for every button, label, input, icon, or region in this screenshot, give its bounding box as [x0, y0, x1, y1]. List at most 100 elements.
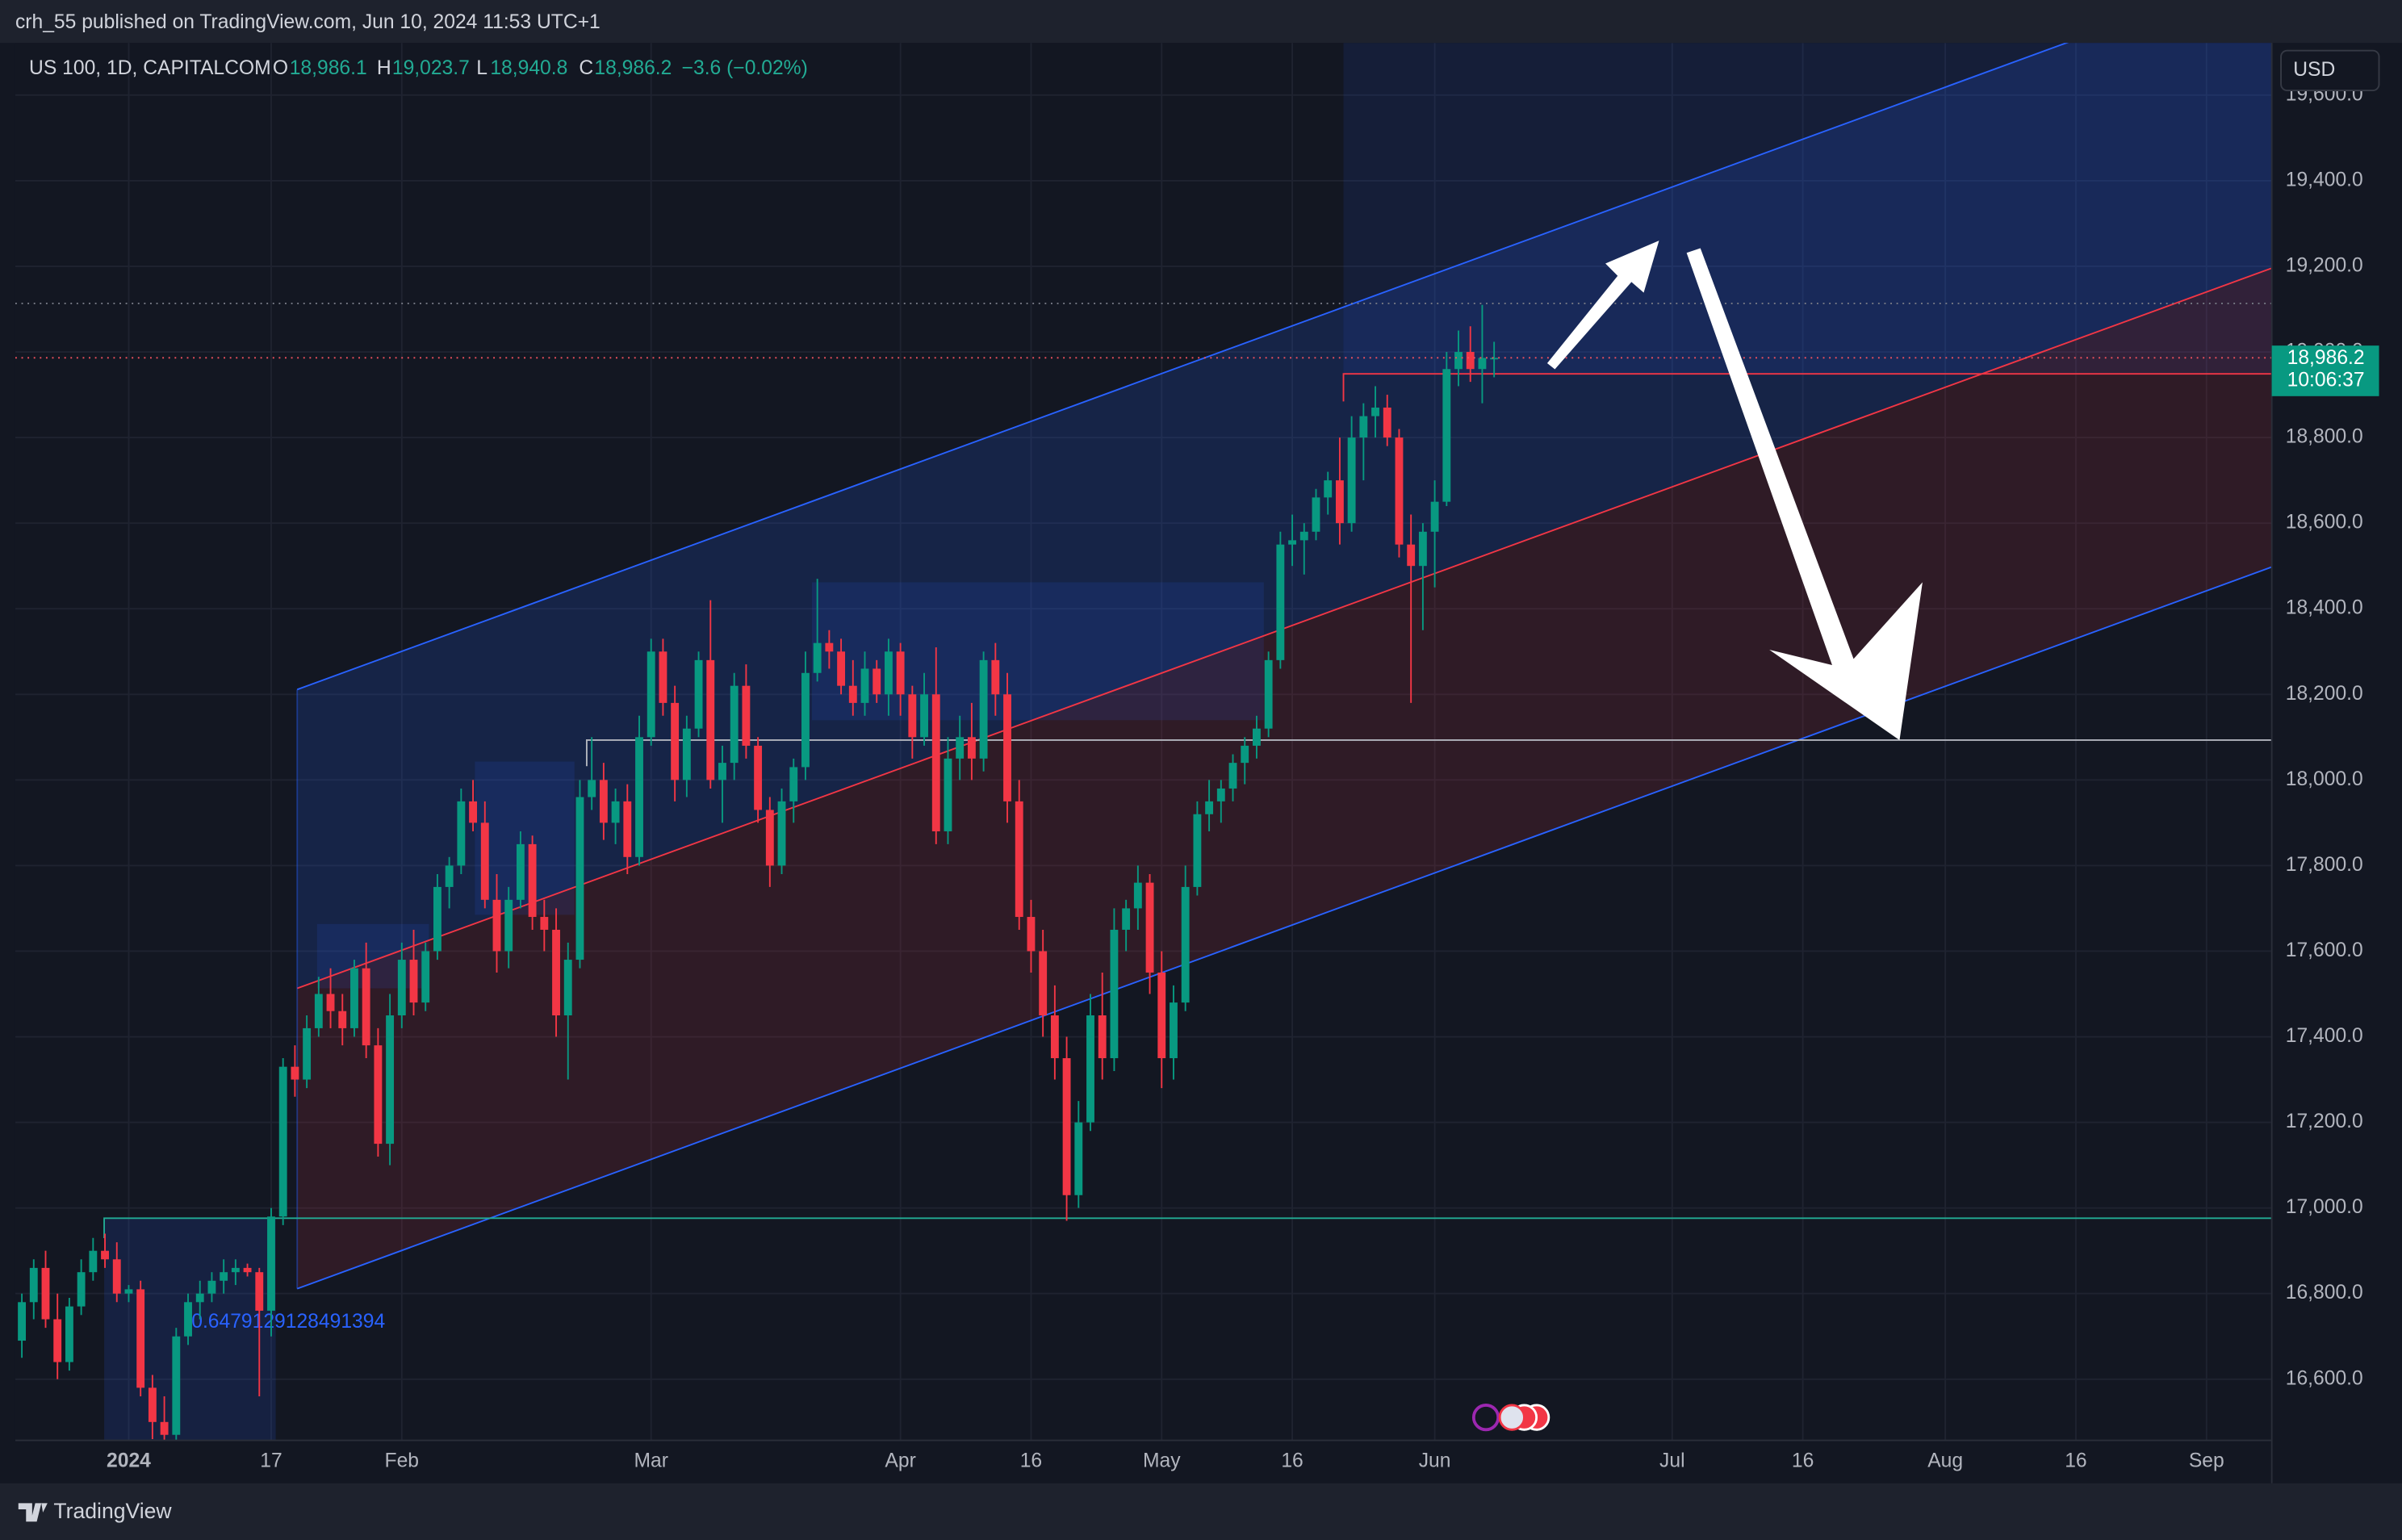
candle-body — [1122, 908, 1131, 930]
candle-body — [386, 1015, 395, 1145]
candle-body — [837, 651, 846, 686]
candle-body — [848, 685, 857, 703]
candle-body — [397, 960, 406, 1016]
ohlc-key: L — [476, 57, 488, 79]
candle-body — [445, 865, 454, 887]
candle-body — [1110, 929, 1119, 1059]
y-tick-label: 16,800.0 — [2286, 1282, 2363, 1304]
channel-mid-line — [296, 267, 2272, 990]
y-tick-label: 19,400.0 — [2286, 169, 2363, 190]
last-price-box — [2271, 345, 2379, 396]
candle-body — [884, 651, 893, 695]
brand: TradingView — [18, 1499, 172, 1523]
x-tick-label: May — [1143, 1450, 1181, 1472]
level-line — [1342, 373, 2272, 402]
candle-body — [1027, 917, 1036, 952]
candle-body — [504, 899, 513, 952]
candle-body — [362, 968, 370, 1046]
x-tick-label: Jun — [1419, 1450, 1451, 1472]
x-tick-label: Feb — [385, 1450, 419, 1472]
published-line: crh_55 published on TradingView.com, Jun… — [15, 11, 600, 33]
x-tick-label: 16 — [1792, 1450, 1814, 1472]
currency-box[interactable] — [2280, 49, 2380, 91]
candle-body — [1039, 951, 1048, 1016]
x-tick-label: 17 — [260, 1450, 282, 1472]
bottom-bar — [0, 1483, 2402, 1540]
candle-body — [635, 737, 643, 857]
candle-body — [873, 668, 881, 695]
candle-body — [350, 968, 358, 1028]
candle-body — [1347, 437, 1356, 524]
candle-body — [124, 1289, 133, 1294]
box — [811, 582, 1264, 721]
candle-body — [1430, 501, 1439, 532]
candle-body — [112, 1259, 121, 1294]
candle-body — [291, 1066, 299, 1080]
x-tick-label: 16 — [1281, 1450, 1303, 1472]
event-icons — [1471, 1404, 1550, 1432]
x-tick-label: Aug — [1927, 1450, 1963, 1472]
candle-body — [1145, 882, 1154, 973]
candle-body — [267, 1216, 275, 1311]
candle-body — [718, 763, 726, 780]
y-tick-label: 18,600.0 — [2286, 512, 2363, 534]
ohlc-value: 18,940.8 — [490, 57, 567, 79]
arrow-up — [1546, 241, 1659, 370]
candle-body — [1418, 531, 1427, 567]
candle-body — [1216, 788, 1225, 801]
currency[interactable]: USD — [2293, 59, 2335, 81]
target-line — [585, 739, 2272, 767]
candle-body — [243, 1267, 252, 1273]
arrow-down — [1686, 248, 1923, 740]
candle-body — [1454, 352, 1463, 370]
candle-body — [1205, 801, 1214, 814]
candle-body — [1478, 358, 1487, 370]
candle-body — [172, 1336, 181, 1435]
y-tick-label: 17,600.0 — [2286, 939, 2363, 961]
icon — [1498, 1404, 1525, 1431]
candle-body — [563, 960, 572, 1016]
candle-body — [1241, 745, 1249, 764]
candle-body — [1015, 801, 1023, 918]
candle-body — [825, 642, 834, 652]
candle-body — [148, 1387, 157, 1422]
candle-body — [492, 899, 501, 952]
currency-button[interactable]: USD — [2280, 49, 2380, 91]
y-tick-label: 18,200.0 — [2286, 683, 2363, 705]
candle-body — [1253, 728, 1261, 746]
y-tick-label: 17,800.0 — [2286, 854, 2363, 876]
candle-body — [480, 822, 489, 900]
candle-body — [409, 960, 418, 1003]
drawings: 0.6479129128491394 — [15, 43, 2272, 1441]
candle-body — [41, 1267, 50, 1320]
target-zone — [1343, 43, 2272, 375]
candle-body — [908, 694, 917, 738]
logo — [18, 1503, 48, 1522]
ohlc-key: C — [579, 57, 593, 79]
candle-body — [195, 1293, 204, 1303]
candle-body — [65, 1306, 73, 1362]
candle-body — [1193, 814, 1202, 887]
candle-body — [469, 801, 477, 823]
candle-body — [671, 702, 680, 780]
candle-body — [813, 642, 822, 673]
candle-body — [706, 659, 715, 780]
candle-body — [326, 994, 335, 1011]
x-tick-label: 16 — [1020, 1450, 1042, 1472]
y-tick-label: 17,200.0 — [2286, 1111, 2363, 1132]
candle-body — [1335, 480, 1344, 524]
candle-body — [160, 1421, 169, 1435]
candle-body — [647, 651, 655, 738]
candle-body — [1490, 358, 1499, 360]
candle-body — [303, 1027, 312, 1080]
candle-body — [231, 1267, 240, 1273]
x-tick-label: 16 — [2065, 1450, 2086, 1472]
candle-body — [801, 672, 810, 768]
candle-body — [552, 929, 560, 1016]
candle-body — [1312, 497, 1320, 532]
brand-name: TradingView — [53, 1499, 172, 1523]
candle-body — [1288, 540, 1297, 545]
candle-body — [220, 1272, 228, 1281]
